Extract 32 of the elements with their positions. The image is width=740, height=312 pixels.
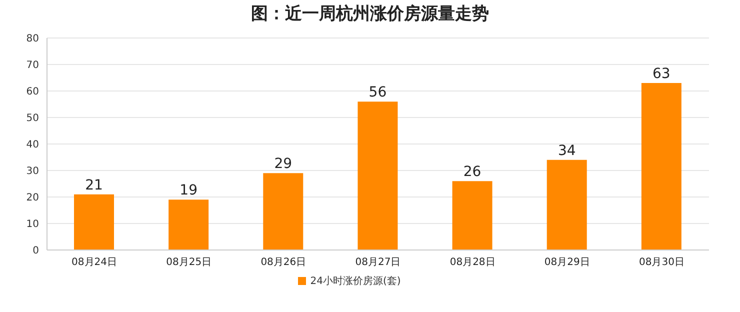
data-label: 21: [85, 177, 103, 194]
bar: [641, 83, 682, 250]
x-tick-label: 08月29日: [544, 257, 590, 268]
y-tick-label: 80: [26, 34, 39, 45]
y-tick-label: 70: [26, 60, 39, 72]
data-label: 19: [180, 182, 198, 199]
y-tick-label: 50: [26, 113, 39, 124]
x-tick-label: 08月27日: [355, 257, 401, 268]
y-tick-label: 20: [26, 192, 39, 204]
y-tick-label: 10: [26, 219, 39, 230]
chart-title: 图：近一周杭州涨价房源量走势: [250, 3, 490, 26]
bar: [74, 194, 114, 250]
bar: [168, 200, 209, 250]
bar: [546, 160, 587, 250]
bar: [452, 181, 492, 250]
data-label: 29: [274, 156, 292, 172]
y-tick-label: 60: [26, 86, 39, 98]
data-label: 34: [558, 142, 576, 159]
x-tick-label: 08月24日: [72, 257, 118, 268]
x-tick-label: 08月26日: [260, 257, 306, 268]
data-label: 56: [368, 84, 387, 101]
y-tick-label: 40: [26, 140, 39, 151]
legend-label: 24小时涨价房源(套): [310, 276, 401, 287]
y-tick-label: 0: [32, 246, 39, 257]
y-tick-label: 30: [26, 166, 39, 178]
bar: [358, 102, 398, 250]
x-tick-label: 08月28日: [450, 257, 496, 268]
data-label: 26: [463, 164, 482, 180]
x-tick-label: 08月30日: [638, 257, 684, 268]
data-label: 63: [652, 66, 670, 82]
x-tick-label: 08月25日: [166, 257, 212, 268]
bar: [263, 173, 304, 250]
